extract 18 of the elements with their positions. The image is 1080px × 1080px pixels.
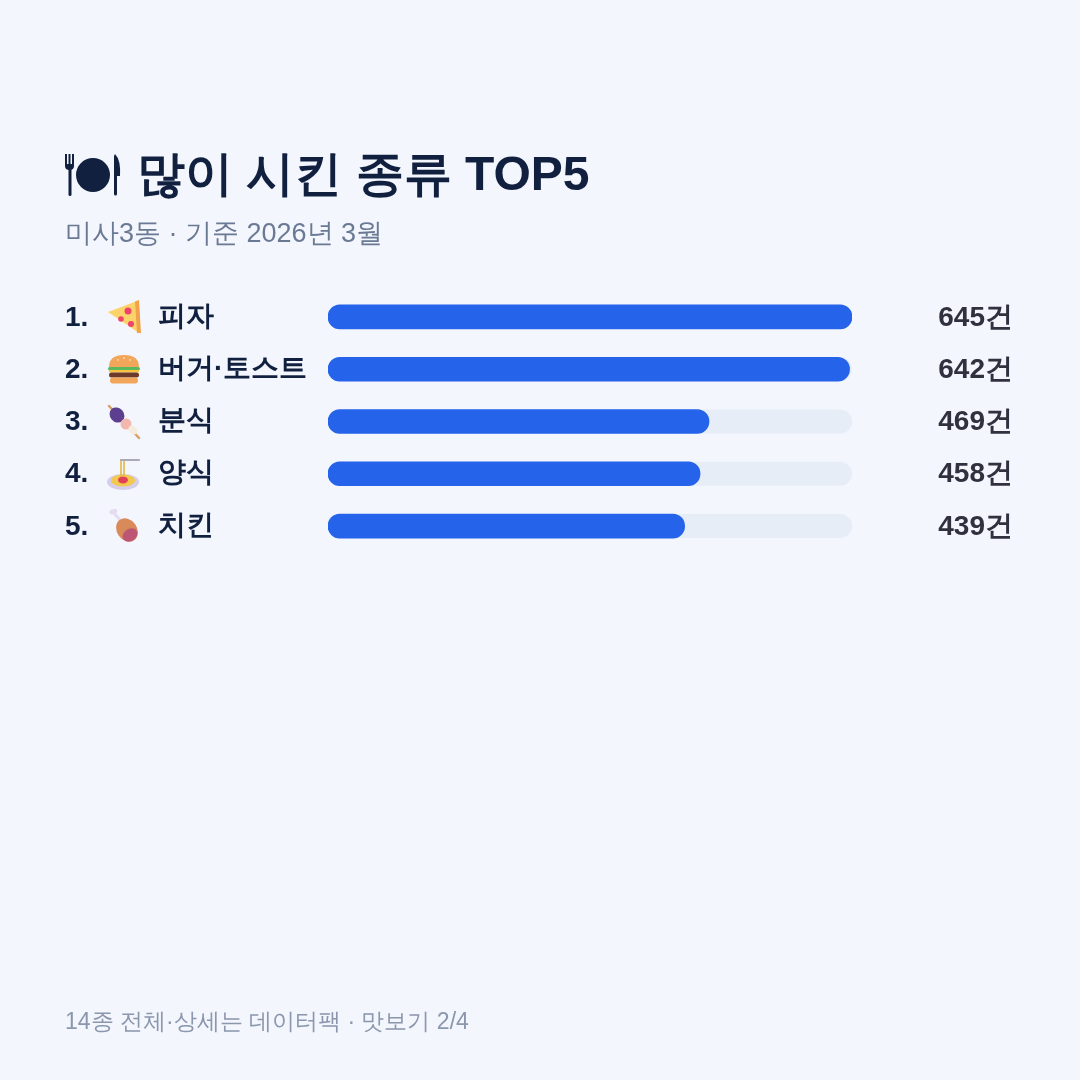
- text: 3.: [65, 405, 89, 437]
- text: 5.: [65, 509, 89, 541]
- chart-title: 많이 시킨 종류 TOP5: [137, 146, 590, 202]
- y-tick-label: 분식: [158, 404, 214, 436]
- data-label: 642건: [938, 352, 1013, 384]
- data-label: 469건: [938, 405, 1013, 437]
- chart-subtitle: 미사3동 · 기준 2026년 3월: [65, 217, 384, 250]
- data-label: 458건: [938, 457, 1013, 489]
- text: 1.: [65, 300, 89, 332]
- text: 4.: [65, 457, 89, 489]
- data-label: 439건: [938, 509, 1013, 541]
- y-tick-label: 양식: [158, 456, 214, 488]
- y-tick-label: 치킨: [158, 508, 214, 540]
- y-tick-label: 버거·토스트: [158, 351, 308, 383]
- data-label: 645건: [938, 300, 1013, 332]
- text: 2.: [65, 352, 89, 384]
- y-tick-label: 피자: [158, 299, 214, 331]
- text: 14종 전체·상세는 데이터팩 · 맛보기 2/4: [65, 1007, 469, 1036]
